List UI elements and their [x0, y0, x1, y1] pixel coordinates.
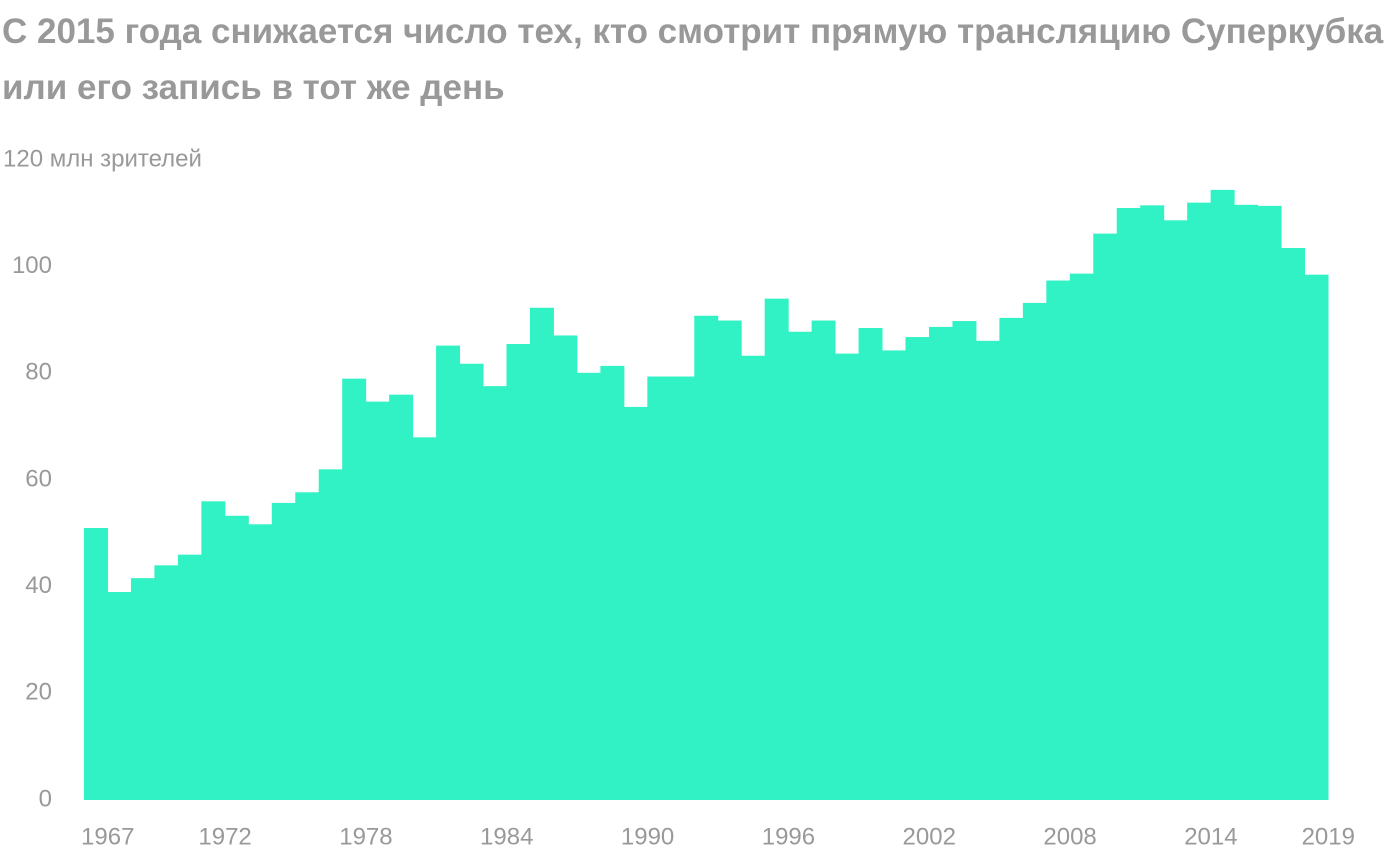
- bar: [952, 321, 977, 800]
- y-tick-label: 120 млн зрителей: [3, 145, 202, 172]
- bar: [1210, 189, 1235, 800]
- bar: [741, 355, 766, 800]
- bar: [1140, 205, 1165, 801]
- bar: [1116, 208, 1141, 800]
- bar: [975, 340, 1000, 800]
- bar: [342, 378, 367, 800]
- bar: [1281, 248, 1306, 800]
- bar: [389, 394, 414, 800]
- bar: [1257, 205, 1282, 800]
- bar: [882, 350, 907, 800]
- bar: [224, 515, 249, 800]
- bar: [318, 469, 343, 800]
- bar: [576, 372, 601, 800]
- bar: [483, 386, 507, 800]
- bar: [670, 376, 695, 800]
- bar: [1187, 202, 1212, 800]
- x-tick-label: 1984: [480, 823, 533, 850]
- bar: [529, 307, 554, 800]
- bar: [295, 492, 320, 800]
- y-tick-label: 60: [25, 465, 52, 492]
- bar: [107, 592, 132, 800]
- bar: [788, 331, 813, 800]
- bar: [130, 578, 155, 800]
- bar: [1163, 220, 1188, 800]
- bar: [999, 317, 1024, 800]
- bar: [835, 353, 860, 800]
- y-tick-label: 0: [39, 785, 52, 812]
- bar: [177, 554, 202, 800]
- bar: [1069, 273, 1094, 801]
- y-tick-label: 80: [25, 359, 52, 386]
- bar: [764, 298, 789, 800]
- x-tick-label: 1990: [621, 823, 674, 850]
- x-tick-label: 1972: [198, 823, 251, 850]
- bar: [623, 406, 648, 800]
- bar: [858, 328, 883, 800]
- bar: [1022, 302, 1047, 800]
- bar: [905, 337, 930, 800]
- bar: [271, 502, 296, 800]
- bar: [694, 315, 719, 800]
- bar: [154, 565, 179, 800]
- bar: [84, 528, 108, 800]
- bar: [506, 344, 531, 800]
- bar: [1046, 280, 1071, 800]
- bar: [928, 326, 953, 800]
- x-tick-label: 1996: [762, 823, 815, 850]
- bar: [459, 363, 484, 800]
- y-tick-label: 20: [25, 679, 52, 706]
- chart-title: С 2015 года снижается число тех, кто смо…: [2, 12, 1384, 107]
- bar: [1234, 204, 1259, 801]
- bar: [412, 437, 437, 800]
- bar: [1304, 274, 1329, 801]
- x-tick-label: 2014: [1184, 823, 1237, 850]
- bar: [436, 345, 461, 800]
- x-tick-label: 2019: [1302, 823, 1355, 850]
- bar: [811, 320, 836, 800]
- y-tick-label: 40: [25, 572, 52, 599]
- y-tick-label: 100: [12, 252, 52, 279]
- bar: [365, 401, 390, 800]
- bar: [248, 524, 273, 800]
- bar: [553, 335, 578, 800]
- bar: [201, 501, 226, 800]
- bar: [647, 376, 672, 800]
- bar: [1093, 233, 1118, 801]
- x-tick-label: 1978: [339, 823, 392, 850]
- bar: [600, 365, 625, 800]
- x-tick-label: 1967: [81, 823, 134, 850]
- x-tick-label: 2008: [1043, 823, 1096, 850]
- bar: [717, 320, 742, 800]
- x-tick-label: 2002: [903, 823, 956, 850]
